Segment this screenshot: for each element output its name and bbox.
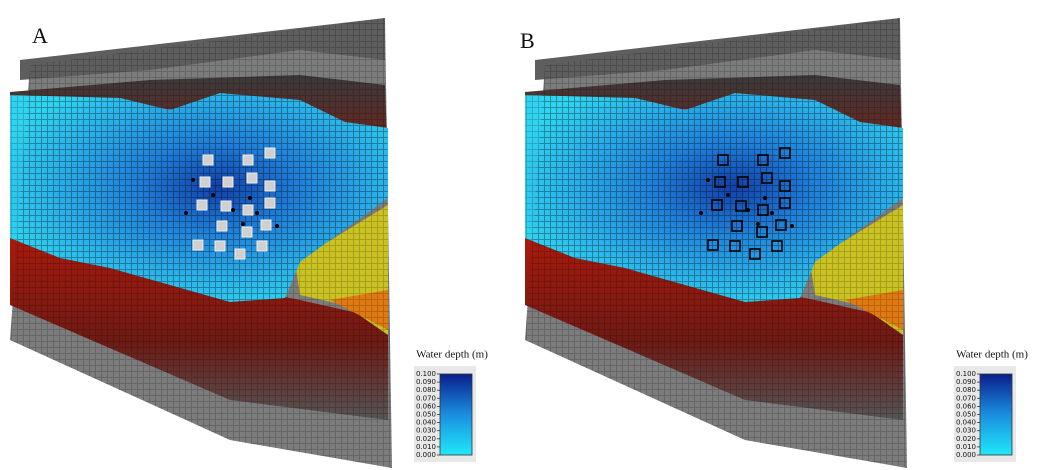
colorbar-tick-label: 0.030 xyxy=(416,427,436,435)
sample-square xyxy=(779,197,791,209)
colorbar xyxy=(979,373,1013,456)
sample-square xyxy=(757,204,769,216)
colorbar-tick-label: 0.050 xyxy=(416,411,436,419)
colorbar-tick-label: 0.100 xyxy=(416,370,436,378)
colorbar-tick-label: 0.000 xyxy=(956,451,976,459)
sample-dot xyxy=(756,222,760,226)
sample-markers xyxy=(699,147,794,260)
sample-square xyxy=(234,248,246,260)
colorbar-tick-label: 0.020 xyxy=(956,435,976,443)
sample-square xyxy=(241,226,253,238)
panel-label: B xyxy=(520,28,535,53)
colorbar-tick-label: 0.080 xyxy=(956,386,976,394)
sample-square xyxy=(779,147,791,159)
sample-dot xyxy=(706,178,710,182)
sample-dot xyxy=(248,196,252,200)
panel-b: B xyxy=(520,18,907,468)
sample-square xyxy=(192,239,204,251)
sample-square xyxy=(220,200,232,212)
colorbar-tick-label: 0.060 xyxy=(416,402,436,410)
sample-dot xyxy=(184,211,188,215)
sample-square xyxy=(264,147,276,159)
sample-square xyxy=(214,240,226,252)
sample-dot xyxy=(275,224,279,228)
sample-square xyxy=(711,199,723,211)
sample-square xyxy=(717,154,729,166)
legend-title: Water depth (m) xyxy=(956,349,1028,361)
sample-square xyxy=(757,154,769,166)
legends: Water depth (m)0.1000.0900.0800.0700.060… xyxy=(414,349,1028,462)
sample-square xyxy=(242,204,254,216)
sample-square xyxy=(731,220,743,232)
sample-square xyxy=(749,248,761,260)
sample-square xyxy=(260,219,272,231)
sample-dot xyxy=(191,178,195,182)
sample-dot xyxy=(231,208,235,212)
colorbar-tick-label: 0.040 xyxy=(416,419,436,427)
colorbar-tick-label: 0.090 xyxy=(956,378,976,386)
sample-square xyxy=(264,197,276,209)
sample-square xyxy=(714,176,726,188)
sample-square xyxy=(256,240,268,252)
terrain xyxy=(525,18,907,468)
sample-square xyxy=(707,239,719,251)
colorbar-tick-label: 0.090 xyxy=(416,378,436,386)
sample-dot xyxy=(770,211,774,215)
panel-a: A xyxy=(10,18,392,468)
panel-label: A xyxy=(32,23,48,48)
sample-square xyxy=(196,199,208,211)
sample-square xyxy=(264,180,276,192)
sample-dot xyxy=(763,196,767,200)
colorbar-tick-label: 0.010 xyxy=(956,443,976,451)
colorbar-tick-label: 0.060 xyxy=(956,402,976,410)
sample-dot xyxy=(211,193,215,197)
colorbar-tick-label: 0.050 xyxy=(956,411,976,419)
colorbar-tick-label: 0.070 xyxy=(956,394,976,402)
sample-square xyxy=(756,226,768,238)
colorbar-tick-label: 0.070 xyxy=(416,394,436,402)
sample-square xyxy=(771,240,783,252)
sample-markers xyxy=(184,147,279,260)
colorbar-tick-label: 0.000 xyxy=(416,451,436,459)
legend-title: Water depth (m) xyxy=(416,349,488,361)
sample-square xyxy=(729,240,741,252)
sample-square xyxy=(246,172,258,184)
sample-dot xyxy=(746,208,750,212)
sample-square xyxy=(199,176,211,188)
colorbar-tick-label: 0.080 xyxy=(416,386,436,394)
colorbar-tick-label: 0.020 xyxy=(416,435,436,443)
sample-dot xyxy=(241,222,245,226)
sample-dot xyxy=(699,211,703,215)
sample-square xyxy=(737,176,749,188)
sample-dot xyxy=(790,224,794,228)
sample-square xyxy=(775,219,787,231)
sample-square xyxy=(202,154,214,166)
sample-square xyxy=(216,220,228,232)
sample-square xyxy=(779,180,791,192)
sample-square xyxy=(735,200,747,212)
sample-square xyxy=(222,176,234,188)
colorbar-tick-label: 0.100 xyxy=(956,370,976,378)
colorbar-tick-label: 0.040 xyxy=(956,419,976,427)
sample-square xyxy=(761,172,773,184)
colorbar-tick-label: 0.030 xyxy=(956,427,976,435)
sample-dot xyxy=(726,193,730,197)
colorbar xyxy=(439,373,473,456)
colorbar-tick-label: 0.010 xyxy=(416,443,436,451)
sample-square xyxy=(242,154,254,166)
sample-dot xyxy=(255,211,259,215)
